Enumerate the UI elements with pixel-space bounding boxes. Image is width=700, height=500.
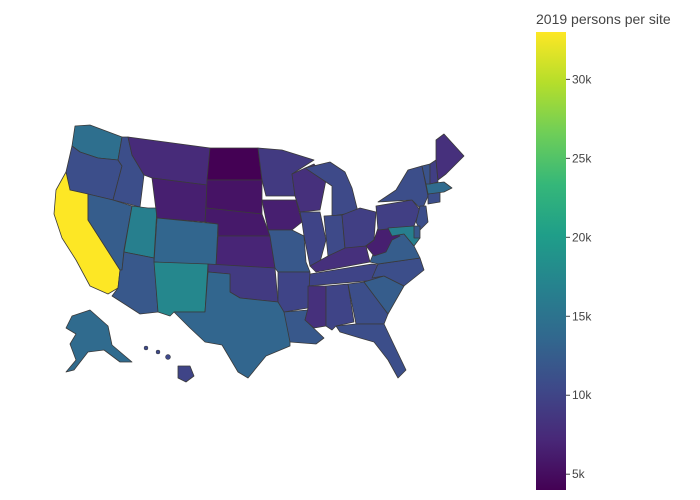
- state-AR: [277, 271, 311, 313]
- hawaii-islets: [143, 345, 171, 360]
- state-PA: [375, 199, 421, 231]
- state-WY: [151, 177, 208, 223]
- state-CO: [153, 217, 219, 267]
- state-KS: [215, 235, 276, 269]
- colorbar-tick-label: 10k: [572, 388, 592, 402]
- colorbar: 2019 persons per site 5k 10k 15k 20k 25k 30k: [536, 11, 671, 490]
- state-NM: [153, 261, 209, 317]
- colorbar-tick-label: 30k: [572, 72, 592, 86]
- colorbar-tick-label: 15k: [572, 309, 592, 323]
- state-NJ: [415, 205, 429, 231]
- state-ND: [206, 147, 263, 181]
- hawaii-islet: [155, 349, 161, 355]
- colorbar-tick-label: 25k: [572, 151, 592, 165]
- state-IA: [261, 199, 303, 231]
- states-layer: [53, 124, 465, 383]
- state-HI: [177, 365, 195, 383]
- state-AK: [65, 309, 133, 373]
- colorbar-gradient: [536, 32, 566, 490]
- state-MS: [304, 285, 327, 329]
- state-NH: [429, 159, 439, 185]
- state-FL: [335, 323, 407, 379]
- colorbar-tick-label: 5k: [572, 467, 586, 481]
- state-MI: [304, 161, 359, 217]
- hawaii-islet: [143, 345, 149, 351]
- colorbar-title: 2019 persons per site: [536, 11, 671, 27]
- colorbar-tick-label: 20k: [572, 230, 592, 244]
- colorbar-ticks: 5k 10k 15k 20k 25k 30k: [566, 72, 592, 481]
- state-TX: [173, 271, 291, 379]
- state-DE: [413, 225, 421, 239]
- state-GA: [347, 281, 389, 325]
- state-MA: [425, 181, 453, 195]
- state-ME: [435, 133, 465, 181]
- state-UT: [123, 205, 158, 259]
- hawaii-islet: [165, 354, 171, 360]
